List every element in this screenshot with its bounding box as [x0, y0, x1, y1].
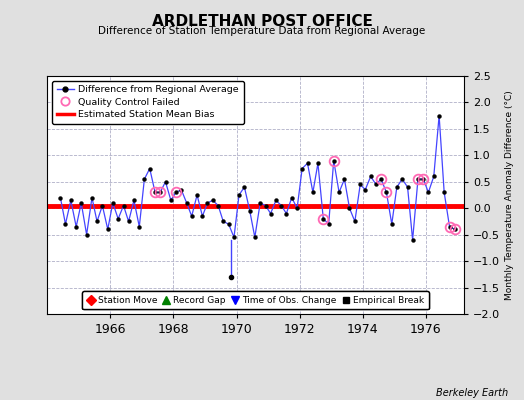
Text: Difference of Station Temperature Data from Regional Average: Difference of Station Temperature Data f… [99, 26, 425, 36]
Y-axis label: Monthly Temperature Anomaly Difference (°C): Monthly Temperature Anomaly Difference (… [506, 90, 515, 300]
Legend: Station Move, Record Gap, Time of Obs. Change, Empirical Break: Station Move, Record Gap, Time of Obs. C… [82, 292, 429, 310]
Text: ARDLETHAN POST OFFICE: ARDLETHAN POST OFFICE [151, 14, 373, 29]
Text: Berkeley Earth: Berkeley Earth [436, 388, 508, 398]
